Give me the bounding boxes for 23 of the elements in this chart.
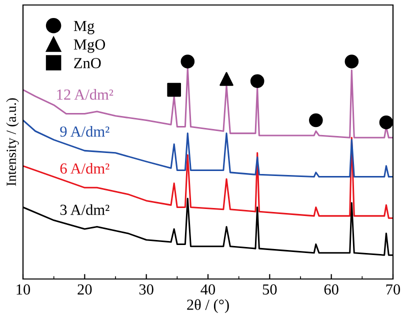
x-tick-label: 20 [78, 284, 92, 295]
series-label: 3 A/dm² [60, 204, 110, 216]
y-axis-title: Intensity / (a.u.) [6, 98, 19, 186]
x-tick-label: 50 [262, 284, 277, 295]
x-tick-label: 30 [139, 284, 154, 295]
x-tick-label: 60 [324, 284, 338, 295]
point [220, 72, 234, 86]
legend-label: Mg [74, 20, 94, 34]
point [379, 116, 393, 130]
point [344, 54, 359, 68]
point [167, 82, 181, 97]
legend-label: MgO [74, 39, 106, 53]
x-tick-label: 10 [16, 284, 30, 295]
series-label: 9 A/dm² [60, 126, 110, 137]
x-tick-label: 70 [386, 284, 400, 295]
point [250, 74, 264, 88]
series-label: 6 A/dm² [60, 162, 110, 174]
point [309, 113, 323, 128]
series-label: 12 A/dm² [57, 89, 114, 100]
x-tick-label: 40 [200, 284, 216, 295]
x-axis-title: 2θ / (°) [187, 299, 229, 314]
point [180, 54, 195, 68]
legend-label: ZnO [74, 58, 101, 68]
